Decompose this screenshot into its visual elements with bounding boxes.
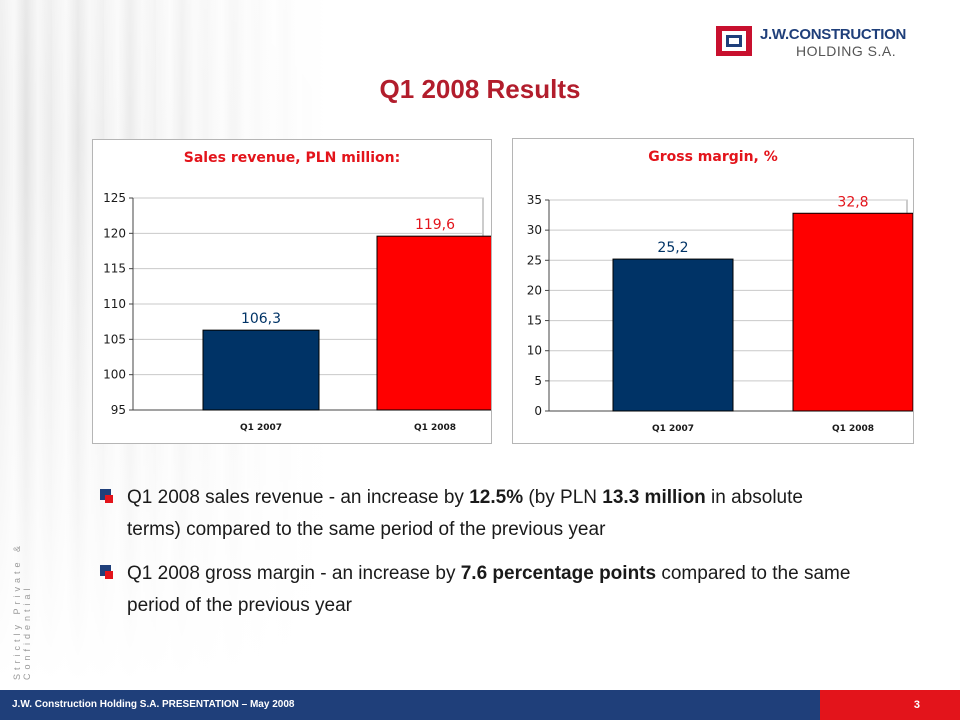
page-number: 3 bbox=[913, 699, 920, 711]
bar bbox=[612, 258, 734, 412]
bullet-text-bold: 12.5% bbox=[469, 487, 524, 508]
bullet-text: (by PLN bbox=[523, 487, 603, 508]
y-tick-label: 25 bbox=[527, 253, 542, 267]
chart-title: Sales revenue, PLN million: bbox=[184, 150, 400, 166]
y-tick-label: 15 bbox=[527, 314, 542, 328]
sales-revenue-chart: 95 100 105 110 115 120 125 Sales revenue, PLN m… bbox=[92, 139, 492, 444]
y-tick-label: 105 bbox=[103, 332, 126, 346]
bullet-square-icon bbox=[100, 565, 114, 579]
y-tick-label: 35 bbox=[527, 193, 542, 207]
bar bbox=[792, 212, 913, 412]
y-tick-label: 95 bbox=[111, 403, 126, 417]
bullet-text-bold: 7.6 percentage points bbox=[460, 563, 657, 584]
bullet-square-icon bbox=[100, 489, 114, 503]
y-tick-label: 5 bbox=[534, 374, 542, 388]
confidential-sidebar-text: Strictly Private & Confidential bbox=[12, 541, 32, 680]
y-tick-label: 115 bbox=[103, 262, 126, 276]
bullet-text: Q1 2008 gross margin - an increase by bbox=[127, 563, 461, 584]
chart-svg: 0 5 10 15 20 25 30 35 Gross margin, % 25,2 Q1 2007… bbox=[527, 149, 913, 434]
bullet-gross-margin: Q1 2008 gross margin - an increase by 7.… bbox=[100, 558, 860, 622]
data-label: 25,2 bbox=[657, 240, 688, 256]
x-tick-label: Q1 2007 bbox=[240, 423, 282, 433]
footer-text: J.W. Construction Holding S.A. PRESENTAT… bbox=[12, 699, 295, 710]
bullet-text: Q1 2008 sales revenue - an increase by bbox=[127, 487, 470, 508]
y-tick-label: 20 bbox=[527, 283, 542, 297]
data-label: 119,6 bbox=[415, 217, 455, 233]
x-tick-label: Q1 2008 bbox=[414, 423, 456, 433]
chart-title: Gross margin, % bbox=[648, 149, 778, 165]
gross-margin-chart: 0 5 10 15 20 25 30 35 Gross margin, % 25,2 Q1 2007… bbox=[512, 138, 914, 444]
data-label: 106,3 bbox=[241, 311, 281, 327]
y-tick-label: 110 bbox=[103, 297, 126, 311]
x-tick-label: Q1 2008 bbox=[832, 424, 874, 434]
bullet-text: compared to the same period of the previ… bbox=[127, 563, 851, 616]
bullet-sales-revenue: Q1 2008 sales revenue - an increase by 1… bbox=[100, 482, 860, 546]
y-tick-label: 100 bbox=[103, 368, 126, 382]
y-tick-label: 30 bbox=[527, 223, 542, 237]
bar bbox=[202, 329, 320, 411]
bullet-text-bold: 13.3 million bbox=[602, 487, 706, 508]
x-tick-label: Q1 2007 bbox=[652, 424, 694, 434]
footer-accent bbox=[820, 690, 960, 720]
chart-svg: 95 100 105 110 115 120 125 Sales revenue, PLN m… bbox=[103, 150, 491, 433]
bullet-list: Q1 2008 sales revenue - an increase by 1… bbox=[100, 482, 860, 634]
slide-title: Q1 2008 Results bbox=[379, 74, 581, 104]
y-tick-label: 0 bbox=[534, 404, 542, 418]
y-tick-label: 120 bbox=[103, 226, 126, 240]
company-logo: J.W.CONSTRUCTION HOLDING S.A. bbox=[716, 24, 936, 64]
y-tick-label: 10 bbox=[527, 344, 542, 358]
data-label: 32,8 bbox=[837, 194, 868, 210]
logo-line-1: J.W.CONSTRUCTION bbox=[760, 26, 907, 43]
y-tick-label: 125 bbox=[103, 191, 126, 205]
bullet-text: in absolute terms) compared to the same … bbox=[127, 487, 803, 540]
logo-line-2: HOLDING S.A. bbox=[796, 43, 897, 59]
bar bbox=[376, 235, 491, 411]
logo-mark-icon bbox=[716, 26, 752, 56]
footer-bar: J.W. Construction Holding S.A. PRESENTAT… bbox=[0, 690, 960, 720]
